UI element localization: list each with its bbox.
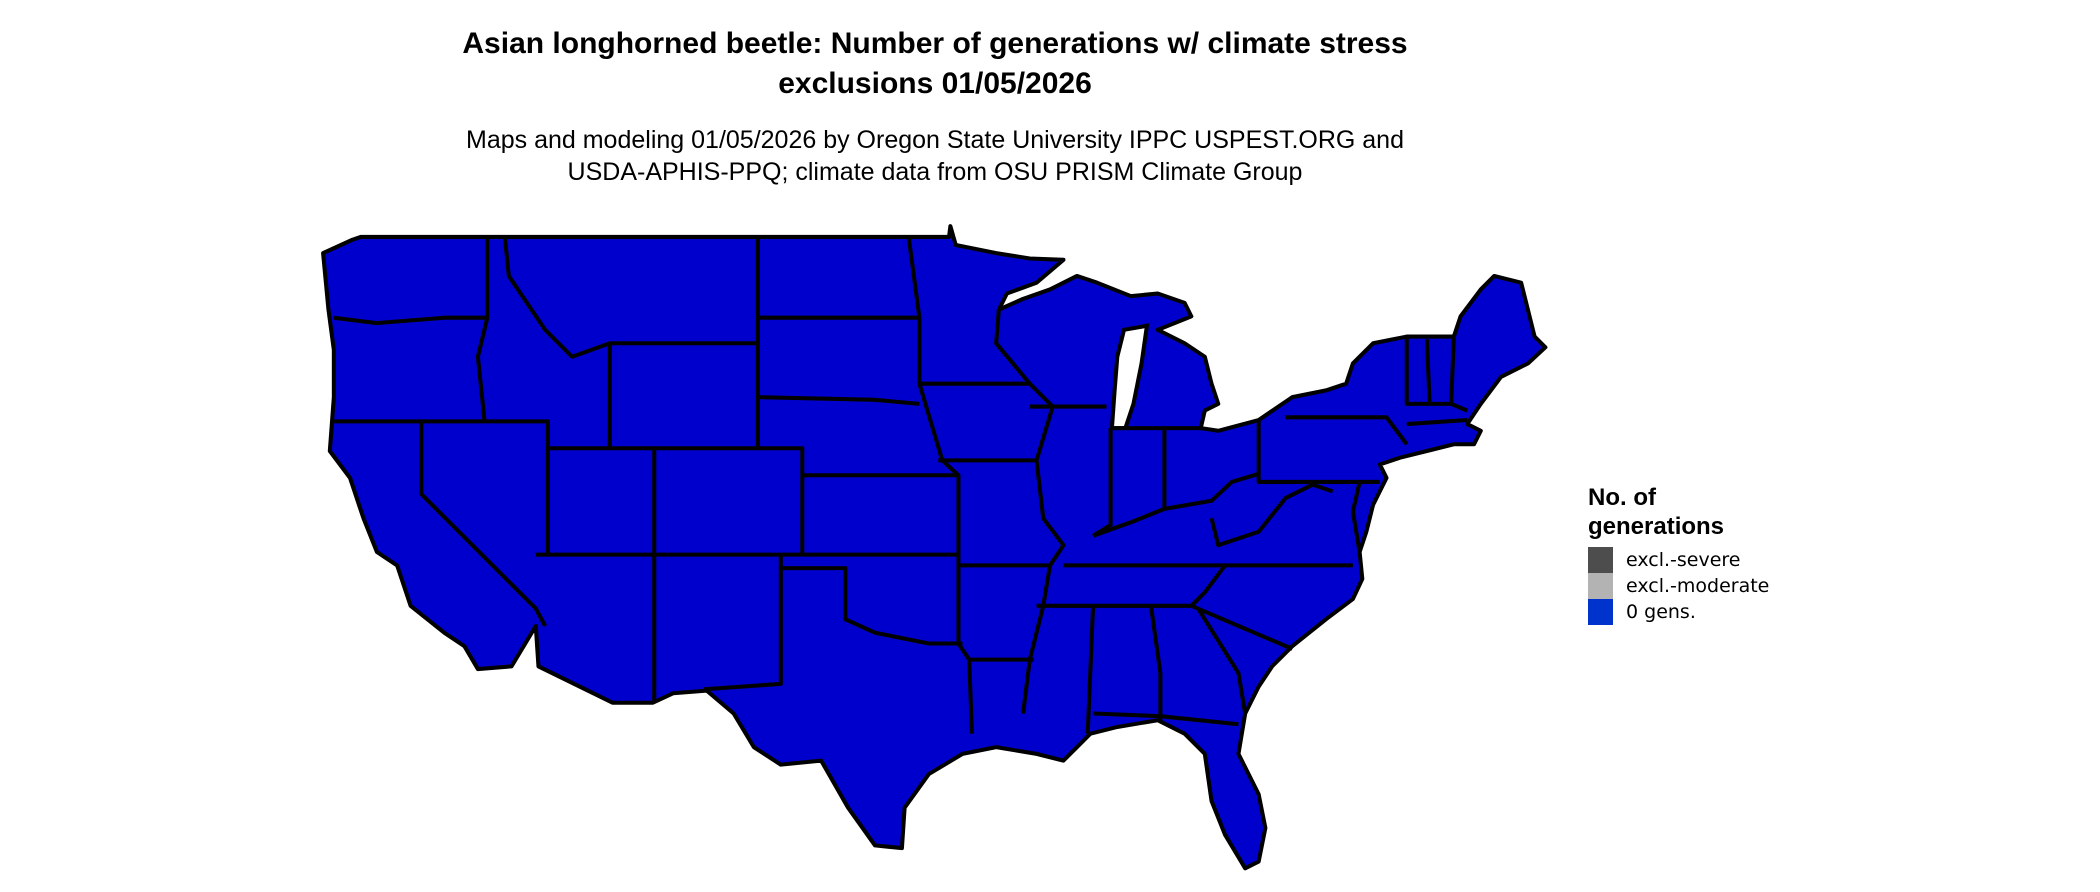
border-ny-vt [1404, 336, 1452, 406]
border-ms-al-ga [1036, 603, 1294, 651]
border-ky-wv-va [1209, 482, 1334, 548]
state-borders [333, 236, 1469, 734]
legend-label: excl.-severe [1626, 549, 1741, 571]
legend-title-line-2: generations [1588, 513, 1725, 540]
legend-title-line-1: No. of [1588, 484, 1656, 511]
legend-item-excl-moderate: excl.-moderate [1588, 573, 1769, 599]
border-wa-or [333, 315, 488, 326]
border-tx-nm [703, 554, 783, 692]
map-subtitle: Maps and modeling 01/05/2026 by Oregon S… [0, 124, 1870, 188]
border-al-ga [1148, 605, 1163, 721]
legend-title: No. of generations [1588, 483, 1769, 541]
border-or-ca-nv-id-ut [333, 419, 550, 555]
legend-swatch [1588, 599, 1613, 625]
legend-item-excl-severe: excl.-severe [1588, 547, 1769, 573]
border-oh-pa [1256, 420, 1380, 484]
border-ohio-river [1092, 471, 1260, 538]
border-nj-de-md [1350, 481, 1362, 553]
border-ms-al [1085, 605, 1096, 734]
border-id-west [475, 236, 490, 422]
map-title-line-2: exclusions 01/05/2026 [778, 67, 1092, 100]
legend-swatch [1588, 573, 1613, 599]
border-id-mt [502, 236, 611, 359]
map-subtitle-line-1: Maps and modeling 01/05/2026 by Oregon S… [466, 126, 1404, 154]
border-pa-ny [1285, 415, 1409, 446]
map-title: Asian longhorned beetle: Number of gener… [0, 24, 1870, 104]
legend-label: 0 gens. [1626, 601, 1696, 623]
us-landmass [321, 224, 1548, 871]
border-ne-co-ks [757, 446, 805, 555]
border-nh-me [1449, 336, 1469, 413]
border-sd-ne [757, 395, 920, 406]
map-subtitle-line-2: USDA-APHIS-PPQ; climate data from OSU PR… [567, 158, 1303, 186]
legend-swatch [1588, 547, 1613, 573]
map-title-line-1: Asian longhorned beetle: Number of gener… [462, 27, 1408, 60]
border-ga-sc [1196, 607, 1248, 714]
border-tn-nc [1189, 564, 1227, 608]
border-vt-nh [1424, 339, 1432, 404]
border-new-england-south [1406, 418, 1468, 427]
border-mississippi [1021, 405, 1066, 714]
border-tx-nm-ok [780, 566, 963, 646]
legend-item-0-gens: 0 gens. [1588, 599, 1769, 625]
legend-label: excl.-moderate [1626, 575, 1770, 597]
border-ca-nv [419, 421, 547, 627]
border-mn-wi [994, 309, 1055, 408]
border-mn-nd [906, 236, 974, 734]
border-ga-fl [1092, 711, 1239, 727]
legend: No. of generations excl.-severe excl.-mo… [1588, 483, 1769, 625]
